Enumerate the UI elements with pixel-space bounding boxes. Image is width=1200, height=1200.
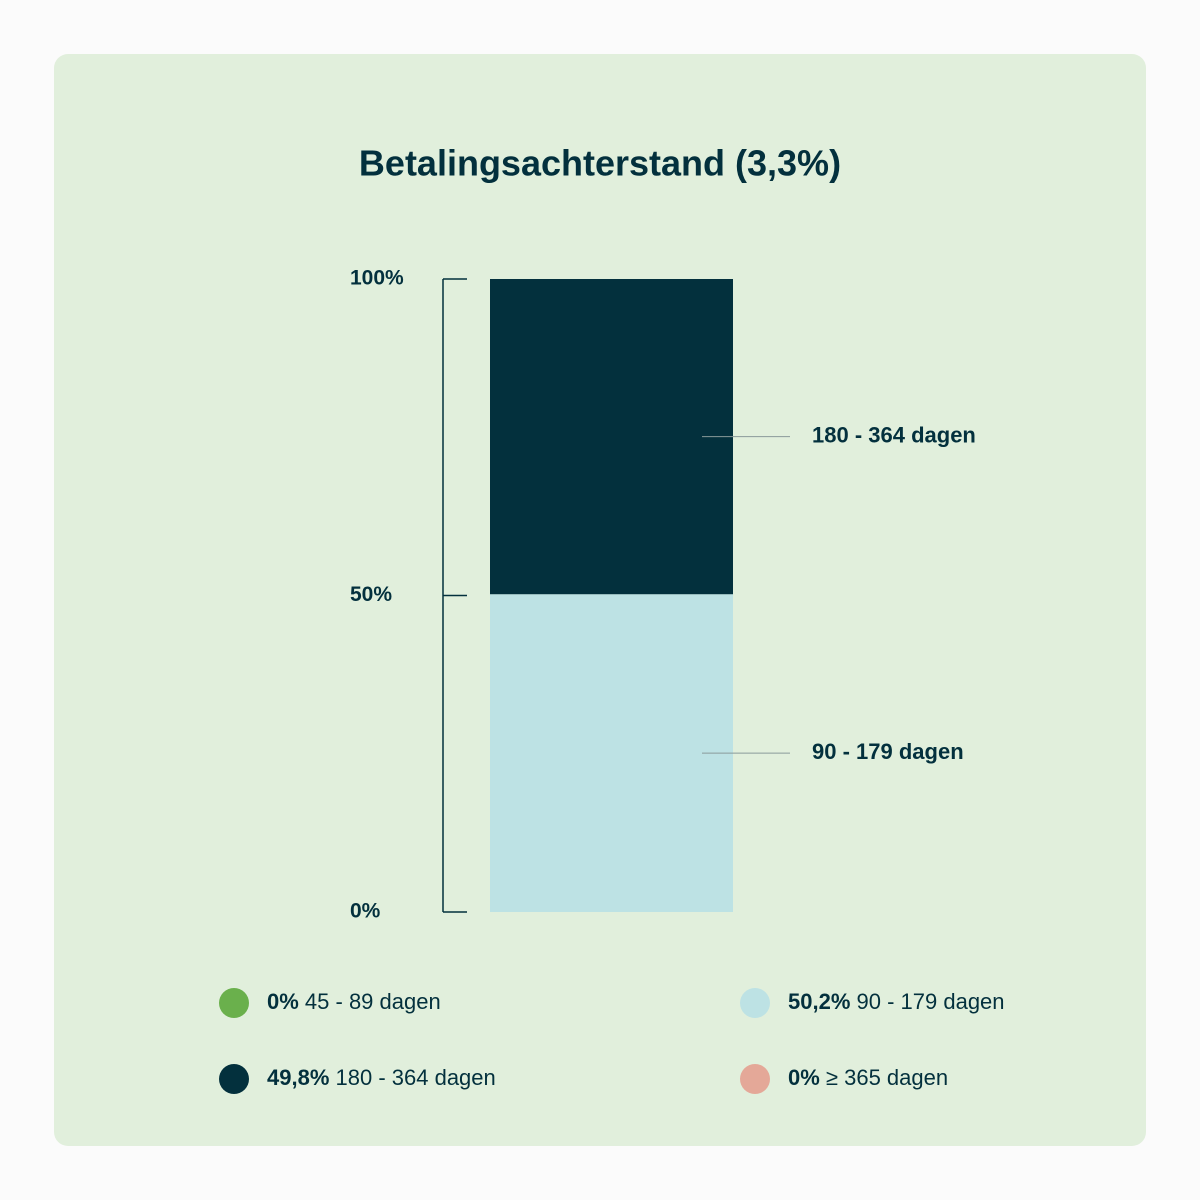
legend-swatch [740, 1064, 770, 1094]
y-tick-label: 50% [350, 583, 392, 606]
legend-value: 0% [788, 1065, 820, 1090]
legend-label: 90 - 179 dagen [857, 989, 1005, 1014]
legend-value: 50,2% [788, 989, 850, 1014]
legend-value: 49,8% [267, 1065, 329, 1090]
segment-label: 90 - 179 dagen [812, 739, 964, 764]
bar-segment [490, 594, 733, 912]
legend-swatch [740, 988, 770, 1018]
legend-entry: 49,8% 180 - 364 dagen [267, 1065, 496, 1090]
legend-label: ≥ 365 dagen [826, 1065, 948, 1090]
legend-label: 180 - 364 dagen [336, 1065, 496, 1090]
legend-label: 45 - 89 dagen [305, 989, 441, 1014]
legend-value: 0% [267, 989, 299, 1014]
y-tick-label: 0% [350, 900, 381, 923]
segment-label: 180 - 364 dagen [812, 422, 976, 447]
y-tick-label: 100% [350, 267, 404, 290]
legend-swatch [219, 1064, 249, 1094]
bar-segment [490, 279, 733, 595]
legend-swatch [219, 988, 249, 1018]
chart-title: Betalingsachterstand (3,3%) [359, 143, 841, 184]
legend-entry: 0% ≥ 365 dagen [788, 1065, 948, 1090]
legend-entry: 50,2% 90 - 179 dagen [788, 989, 1005, 1014]
legend-entry: 0% 45 - 89 dagen [267, 989, 441, 1014]
